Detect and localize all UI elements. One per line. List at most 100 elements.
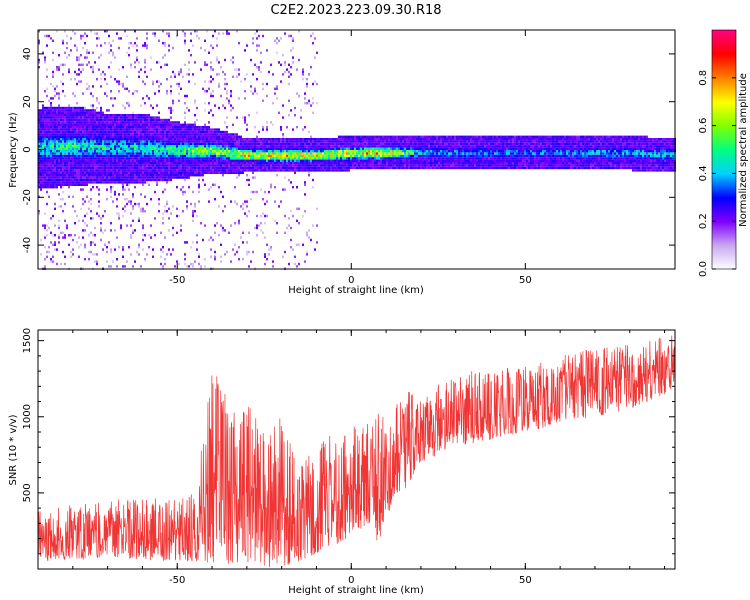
spectrogram-cell — [42, 133, 44, 136]
spectrogram-cell — [112, 152, 114, 155]
spectrogram-cell — [116, 159, 118, 162]
spectrogram-cell — [256, 224, 258, 227]
spectrogram-cell — [120, 226, 122, 230]
spectrogram-cell — [242, 207, 244, 210]
spectrogram-cell — [54, 126, 56, 129]
spectrogram-cell — [238, 164, 240, 167]
spectrogram-cell — [116, 130, 118, 134]
spectrogram-cell — [272, 162, 274, 165]
spectrogram-cell — [390, 145, 392, 148]
spectrogram-cell — [234, 140, 236, 143]
spectrogram-cell — [82, 114, 84, 117]
spectrogram-cell — [150, 236, 152, 239]
spectrogram-cell — [256, 166, 258, 170]
spectrogram-cell — [94, 135, 96, 138]
spectrogram-cell — [172, 145, 174, 148]
spectrogram-cell — [94, 166, 96, 170]
spectrogram-cell — [154, 130, 156, 134]
spectrogram-cell — [190, 169, 192, 172]
spectrogram-cell — [178, 121, 180, 124]
spectrogram-cell — [48, 154, 50, 158]
spectrogram-cell — [198, 164, 200, 167]
spectrogram-cell — [162, 42, 164, 45]
spectrogram-cell — [96, 181, 98, 184]
spectrogram-cell — [70, 181, 72, 184]
spectrogram-cell — [320, 154, 322, 158]
spectrogram-cell — [138, 205, 140, 208]
spectrogram-cell — [268, 152, 270, 155]
spectrogram-cell — [194, 150, 196, 153]
spectrogram-cell — [234, 253, 236, 256]
spectrogram-cell — [74, 133, 76, 136]
spectrogram-cell — [180, 162, 182, 165]
spectrogram-cell — [284, 138, 286, 141]
spectrogram-cell — [114, 126, 116, 129]
spectrogram-cell — [52, 114, 54, 117]
spectrogram-cell — [360, 145, 362, 148]
spectrogram-cell — [170, 171, 172, 174]
spectrogram-cell — [118, 157, 120, 160]
spectrogram-cell — [162, 130, 164, 134]
spectrogram-cell — [124, 114, 126, 117]
spectrogram-cell — [138, 61, 140, 64]
spectrogram-cell — [330, 147, 332, 150]
spectrogram-cell — [224, 142, 226, 146]
spectrogram-cell — [66, 171, 68, 174]
spectrogram-cell — [94, 116, 96, 119]
spectrogram-cell — [160, 157, 162, 160]
spectrogram-cell — [200, 159, 202, 162]
spectrogram-cell — [50, 123, 52, 126]
spectrogram-cell — [136, 166, 138, 170]
spectrogram-cell — [74, 109, 76, 112]
spectrogram-cell — [48, 178, 50, 182]
spectrogram-cell — [182, 162, 184, 165]
spectrogram-cell — [228, 231, 230, 234]
spectrogram-cell — [242, 145, 244, 148]
spectrogram-cell — [394, 147, 396, 150]
spectrogram-cell — [64, 130, 66, 134]
spectrogram-cell — [340, 145, 342, 148]
spectrogram-cell — [138, 75, 140, 78]
spectrogram-cell — [236, 169, 238, 172]
spectrogram-cell — [298, 142, 300, 146]
spectrogram-cell — [256, 190, 258, 194]
spectrogram-cell — [296, 126, 298, 129]
spectrogram-cell — [286, 154, 288, 158]
spectrogram-cell — [300, 145, 302, 148]
spectrogram-cell — [210, 61, 212, 64]
spectrogram-cell — [94, 130, 96, 134]
spectrogram-cell — [276, 166, 278, 170]
spectrogram-cell — [120, 171, 122, 174]
spectrogram-cell — [216, 133, 218, 136]
spectrogram-cell — [272, 260, 274, 263]
spectrogram-cell — [146, 114, 148, 117]
spectrogram-cell — [60, 111, 62, 114]
spectrogram-cell — [294, 147, 296, 150]
spectrogram-cell — [154, 152, 156, 155]
spectrogram-cell — [320, 166, 322, 170]
spectrogram-cell — [270, 164, 272, 167]
spectrogram-cell — [260, 147, 262, 150]
spectrogram-cell — [332, 138, 334, 141]
spectrogram-cell — [332, 140, 334, 143]
spectrogram-cell — [326, 164, 328, 167]
spectrogram-cell — [60, 126, 62, 129]
spectrogram-cell — [234, 200, 236, 203]
spectrogram-cell — [74, 150, 76, 153]
spectrogram-cell — [148, 126, 150, 129]
spectrogram-cell — [250, 147, 252, 150]
spectrogram-cell — [374, 135, 376, 138]
spectrogram-cell — [148, 121, 150, 124]
spectrogram-cell — [64, 126, 66, 129]
spectrogram-cell — [126, 260, 128, 263]
spectrogram-cell — [192, 174, 194, 177]
spectrogram-cell — [166, 78, 168, 81]
spectrogram-cell — [176, 135, 178, 138]
spectrogram-cell — [288, 34, 290, 38]
spectrogram-cell — [44, 111, 46, 114]
spectrogram-cell — [370, 152, 372, 155]
spectrogram-cell — [126, 114, 128, 117]
spectrogram-cell — [254, 164, 256, 167]
spectrogram-cell — [278, 152, 280, 155]
spectrogram-cell — [132, 154, 134, 158]
